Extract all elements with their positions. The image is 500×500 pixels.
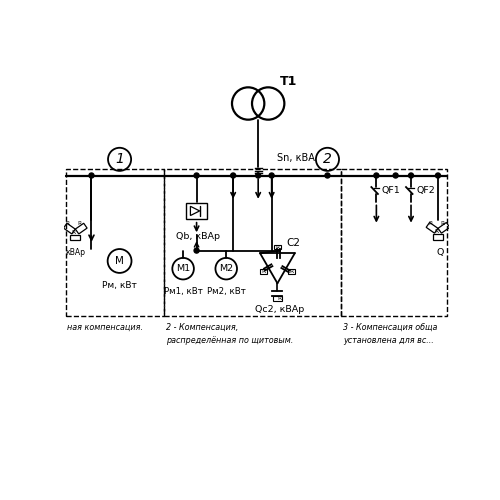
Text: Pм2, кВт: Pм2, кВт xyxy=(207,287,246,296)
Text: 2: 2 xyxy=(323,152,332,166)
Text: R: R xyxy=(78,222,82,226)
Circle shape xyxy=(374,173,379,178)
Bar xyxy=(273,296,281,301)
Text: кВАр: кВАр xyxy=(66,248,86,257)
Circle shape xyxy=(325,173,330,178)
Text: 1: 1 xyxy=(115,152,124,166)
Text: R: R xyxy=(262,269,266,274)
Circle shape xyxy=(194,248,199,253)
Circle shape xyxy=(256,173,260,178)
Circle shape xyxy=(393,173,398,178)
Text: QF1: QF1 xyxy=(382,186,400,194)
Text: 3 - Компенсация общa: 3 - Компенсация общa xyxy=(343,323,437,332)
Text: R: R xyxy=(428,220,432,226)
Text: R: R xyxy=(440,220,444,226)
Text: R: R xyxy=(66,222,70,226)
Text: ная компенсация.: ная компенсация. xyxy=(67,323,143,332)
Text: R: R xyxy=(72,230,76,235)
Text: Pм1, кВт: Pм1, кВт xyxy=(164,287,202,296)
Text: R: R xyxy=(278,296,281,301)
Bar xyxy=(186,203,207,219)
Text: установлена для вс...: установлена для вс... xyxy=(343,336,434,345)
Bar xyxy=(274,245,281,250)
Circle shape xyxy=(436,173,440,178)
Text: Sn, кВА: Sn, кВА xyxy=(276,153,314,163)
Text: Qb, кВАр: Qb, кВАр xyxy=(176,232,220,241)
Text: QF2: QF2 xyxy=(416,186,435,194)
Circle shape xyxy=(194,173,199,178)
Text: C2: C2 xyxy=(286,238,300,248)
Text: Q: Q xyxy=(436,248,444,257)
Circle shape xyxy=(408,173,414,178)
Text: 2 - Компенсация,: 2 - Компенсация, xyxy=(166,323,238,332)
Bar xyxy=(260,269,267,274)
Text: M1: M1 xyxy=(176,264,190,273)
Text: M2: M2 xyxy=(219,264,234,273)
Text: распределённая по щитовым.: распределённая по щитовым. xyxy=(166,336,293,345)
Text: R: R xyxy=(434,230,438,234)
Bar xyxy=(288,269,295,274)
Text: M: M xyxy=(115,256,124,266)
Text: R: R xyxy=(290,269,294,274)
Circle shape xyxy=(269,173,274,178)
Text: Pм, кВт: Pм, кВт xyxy=(102,282,137,290)
Text: Qc2, кВАр: Qc2, кВАр xyxy=(254,305,304,314)
Circle shape xyxy=(89,173,94,178)
Circle shape xyxy=(230,173,235,178)
Text: T1: T1 xyxy=(280,75,297,88)
Text: R: R xyxy=(276,244,280,250)
